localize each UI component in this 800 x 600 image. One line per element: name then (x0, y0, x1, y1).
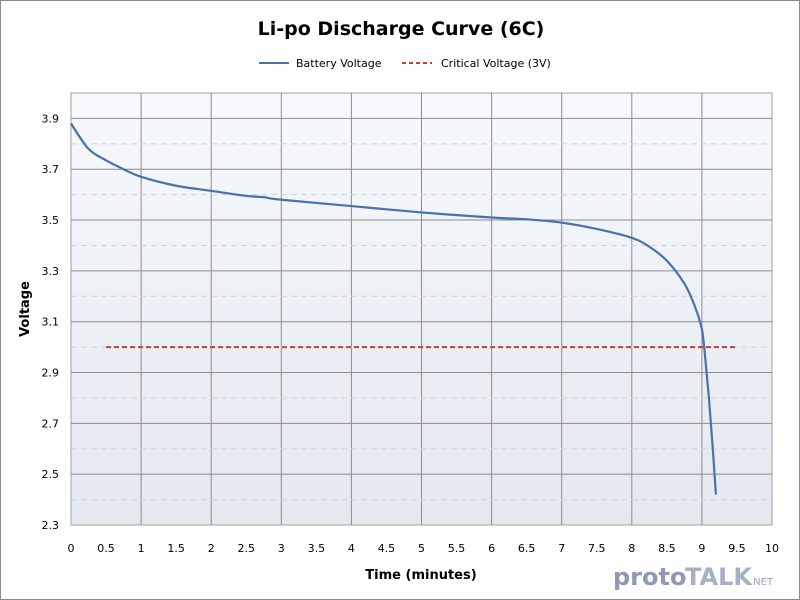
x-tick-label: 0 (68, 542, 75, 555)
grid (71, 93, 772, 525)
x-tick-label: 1 (138, 542, 145, 555)
y-ticks: 2.3 2.5 2.7 2.9 3.1 3.3 3.5 3.7 3.9 (42, 112, 60, 532)
x-tick-label: 7.5 (588, 542, 606, 555)
x-tick-label: 3 (278, 542, 285, 555)
series-line-0 (70, 122, 718, 495)
y-axis-label: Voltage (18, 281, 33, 337)
legend-label: Critical Voltage (3V) (441, 57, 551, 70)
x-tick-label: 8 (628, 542, 635, 555)
x-tick-label: 2.5 (238, 542, 256, 555)
x-tick-label: 0.5 (97, 542, 115, 555)
y-tick-label: 3.9 (42, 112, 60, 125)
x-tick-label: 2 (208, 542, 215, 555)
x-tick-label: 9 (698, 542, 705, 555)
svg-text:TALK: TALK (685, 563, 753, 591)
x-tick-label: 6 (488, 542, 495, 555)
x-tick-label: 1.5 (167, 542, 185, 555)
x-tick-label: 4 (348, 542, 355, 555)
x-tick-label: 6.5 (518, 542, 536, 555)
y-tick-label: 3.7 (42, 163, 60, 176)
y-tick-label: 3.5 (42, 214, 60, 227)
svg-text:.NET: .NET (750, 577, 774, 588)
legend: Battery Voltage Critical Voltage (3V) (259, 57, 551, 70)
protoTALK-logo: proto TALK .NET (613, 563, 774, 591)
chart-title: Li-po Discharge Curve (6C) (258, 18, 545, 40)
x-tick-label: 5 (418, 542, 425, 555)
x-tick-label: 3.5 (308, 542, 326, 555)
series-layer (70, 122, 737, 495)
svg-text:proto: proto (613, 563, 686, 591)
x-ticks: 0 0.5 1 1.5 2 2.5 3 3.5 4 4.5 5 5.5 6 6.5 7 7.5 8 8.5 9 9.5… (68, 542, 780, 555)
x-tick-label: 10 (765, 542, 779, 555)
x-tick-label: 8.5 (658, 542, 676, 555)
x-tick-label: 9.5 (728, 542, 746, 555)
x-tick-label: 7 (558, 542, 565, 555)
x-axis-label: Time (minutes) (365, 568, 476, 583)
legend-label: Battery Voltage (296, 57, 382, 70)
y-tick-label: 2.3 (42, 519, 60, 532)
x-tick-label: 5.5 (448, 542, 466, 555)
y-tick-label: 3.3 (42, 265, 60, 278)
y-tick-label: 3.1 (42, 316, 60, 329)
y-tick-label: 2.7 (42, 417, 60, 430)
y-tick-label: 2.5 (42, 468, 60, 481)
y-tick-label: 2.9 (42, 367, 60, 380)
x-tick-label: 4.5 (378, 542, 396, 555)
